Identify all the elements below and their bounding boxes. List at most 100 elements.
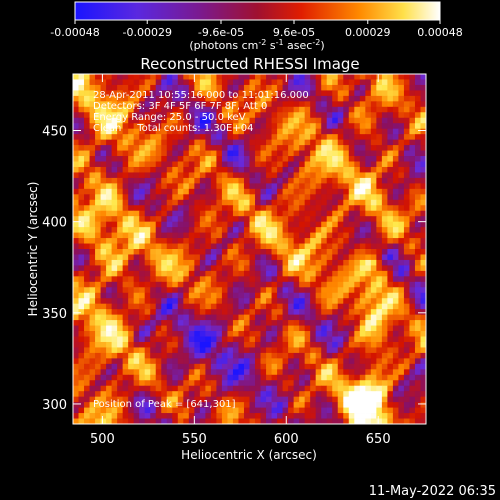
heatmap-cell [420,238,426,244]
heatmap-cell [326,161,333,168]
heatmap-cell [315,161,322,168]
heatmap-cell [392,303,399,310]
heatmap-cell [227,84,234,91]
heatmap-cell [100,402,107,408]
heatmap-cell [100,320,107,326]
heatmap-cell [106,95,113,102]
heatmap-cell [106,281,113,288]
heatmap-cell [73,380,79,387]
heatmap-cell [183,243,190,250]
heatmap-cell [376,341,383,348]
heatmap-cell [227,391,234,398]
heatmap-cell [304,292,311,299]
heatmap-cell [376,199,383,206]
heatmap-cell [177,369,184,376]
heatmap-cell [376,270,383,277]
heatmap-cell [199,74,206,80]
heatmap-cell [84,413,90,419]
heatmap-cell [243,117,250,124]
heatmap-cell [155,352,162,359]
heatmap-cell [216,380,223,387]
heatmap-cell [343,352,350,359]
heatmap-cell [128,123,135,130]
heatmap-cell [266,385,272,392]
heatmap-cell [398,161,405,168]
heatmap-cell [161,309,168,316]
heatmap-cell [255,369,261,376]
heatmap-cell [260,134,267,141]
heatmap-cell [210,84,217,91]
heatmap-cell [288,205,295,212]
heatmap-cell [321,396,328,403]
heatmap-cell [315,210,322,217]
heatmap-cell [243,265,250,272]
heatmap-cell [232,407,239,414]
heatmap-cell [199,227,206,233]
heatmap-cell [293,259,300,266]
heatmap-cell [117,221,124,228]
heatmap-cell [376,265,383,272]
heatmap-cell [177,243,184,250]
heatmap-cell [299,391,306,398]
heatmap-cell [100,128,107,135]
heatmap-cell [139,166,146,173]
heatmap-cell [304,243,311,250]
heatmap-cell [310,139,317,146]
heatmap-cell [354,166,361,173]
heatmap-cell [271,331,278,337]
heatmap-cell [343,101,350,108]
heatmap-cell [288,243,295,250]
heatmap-cell [122,265,129,272]
heatmap-cell [315,265,322,272]
heatmap-cell [337,358,344,365]
heatmap-cell [332,259,339,266]
heatmap-cell [398,177,405,184]
heatmap-cell [337,309,344,316]
heatmap-cell [387,117,394,124]
heatmap-cell [238,287,245,294]
heatmap-cell [227,106,234,113]
heatmap-cell [232,238,239,244]
heatmap-cell [420,243,426,250]
heatmap-cell [216,112,223,119]
heatmap-cell [260,139,267,146]
heatmap-cell [414,341,421,348]
heatmap-cell [332,145,339,151]
heatmap-cell [310,352,317,359]
heatmap-cell [260,210,267,217]
heatmap-cell [155,106,162,113]
heatmap-cell [166,380,173,387]
heatmap-cell [414,238,421,244]
heatmap-cell [172,128,179,135]
heatmap-cell [205,249,212,255]
heatmap-cell [337,265,344,272]
heatmap-cell [205,331,212,337]
heatmap-cell [299,216,306,223]
heatmap-cell [354,84,361,91]
heatmap-cell [376,139,383,146]
heatmap-cell [348,112,355,119]
heatmap-cell [243,287,250,294]
heatmap-cell [183,270,190,277]
heatmap-cell [266,347,272,354]
heatmap-cell [266,374,272,381]
heatmap-cell [205,172,212,179]
heatmap-cell [106,79,113,86]
heatmap-cell [354,276,361,283]
heatmap-cell [255,352,261,359]
footer-date: 11-May-2022 06:35 [369,484,496,499]
heatmap-cell [177,172,184,179]
colorbar-gradient [74,1,441,21]
heatmap-cell [221,172,228,179]
heatmap-cell [188,287,195,294]
heatmap-cell [282,84,289,91]
heatmap-cell [343,205,350,212]
heatmap-cell [266,172,272,179]
heatmap-cell [249,221,256,228]
heatmap-cell [260,216,267,223]
heatmap-cell [315,281,322,288]
heatmap-cell [177,309,184,316]
heatmap-cell [266,166,272,173]
heatmap-cell [365,341,372,348]
heatmap-cell [238,90,245,97]
